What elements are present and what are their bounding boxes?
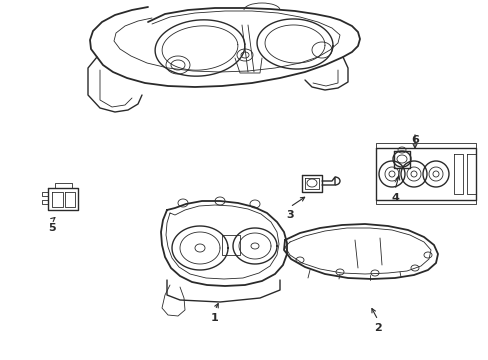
Text: 4: 4 [390,193,398,203]
Text: 5: 5 [48,223,56,233]
Text: 2: 2 [373,323,381,333]
Text: 6: 6 [410,135,418,145]
Text: 1: 1 [211,313,219,323]
Text: 3: 3 [285,210,293,220]
